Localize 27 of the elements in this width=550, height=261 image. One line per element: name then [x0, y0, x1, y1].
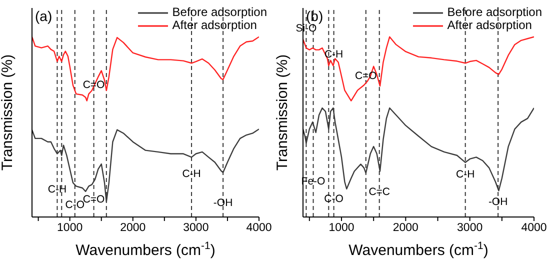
annotation: -OH [488, 196, 508, 208]
annotation: C=C [368, 186, 390, 198]
annotation: C-H [456, 168, 475, 181]
chart-title: (a) [35, 8, 52, 24]
annotation: -OH [213, 197, 233, 210]
x-tick-label: 4000 [521, 222, 547, 234]
legend-label: After adsorption [447, 18, 532, 32]
annotation: C-O [65, 198, 85, 211]
x-tick-label: 3000 [457, 222, 483, 234]
legend-label: Before adsorption [172, 5, 267, 19]
annotation: C-H [182, 168, 201, 180]
x-axis-title: Wavenumbers (cm$^{-1}$) [348, 240, 488, 259]
x-tick-label: 1000 [57, 222, 83, 234]
annotation: C-H [48, 183, 67, 196]
annotation: C-O [324, 193, 344, 206]
chart-title: (b) [306, 8, 324, 24]
annotation: C=O [82, 194, 105, 206]
y-axis-title: Transmission (%) [0, 54, 16, 171]
legend-label: Before adsorption [447, 5, 542, 19]
legend-label: After adsorption [172, 18, 257, 32]
x-tick-label: 4000 [246, 222, 272, 234]
x-tick-label: 2000 [120, 222, 146, 234]
x-tick-label: 1000 [328, 222, 354, 234]
x-tick-label: 2000 [392, 222, 418, 234]
y-axis-title: Transmission (%) [274, 54, 291, 171]
x-axis-title: Wavenumbers (cm$^{-1}$) [76, 240, 216, 259]
x-tick-label: 3000 [183, 222, 209, 234]
